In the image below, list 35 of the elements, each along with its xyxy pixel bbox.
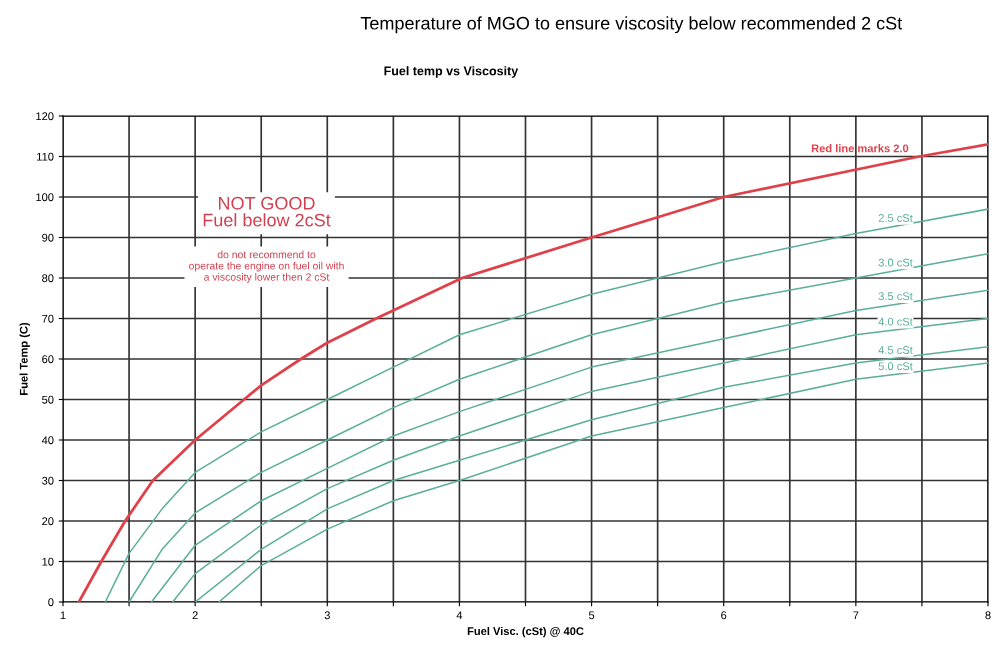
- y-tick-label: 70: [42, 314, 54, 323]
- y-tick-label: 30: [42, 476, 54, 485]
- y-tick-label: 90: [42, 233, 54, 242]
- series-label: 4.5 cSt: [878, 346, 913, 354]
- x-tick-label: 3: [324, 611, 330, 620]
- x-tick-label: 7: [853, 611, 859, 620]
- x-tick-label: 2: [192, 611, 198, 620]
- series-label: 5.0 cSt: [878, 362, 913, 371]
- x-tick-label: 8: [985, 611, 991, 620]
- x-tick-label: 5: [588, 611, 595, 620]
- x-tick-label: 6: [721, 611, 727, 620]
- chart-title: Temperature of MGO to ensure viscosity below recommended 2 cSt: [360, 16, 903, 34]
- x-axis-title: Fuel Visc. (cSt) @ 40C: [467, 626, 584, 638]
- x-tick-label: 1: [60, 611, 66, 620]
- y-tick-label: 50: [42, 395, 54, 404]
- y-tick-label: 110: [37, 152, 54, 161]
- series-label: 3.5 cSt: [878, 292, 913, 301]
- annotation: do not recommend to operate the engine on fuel oil with a viscosity lower then 2 cSt: [189, 250, 344, 283]
- series-label: Red line marks 2.0: [811, 144, 909, 153]
- y-tick-label: 100: [36, 193, 54, 202]
- y-axis-title: Fuel Temp (C): [19, 322, 30, 395]
- series-label: 4.0 cSt: [878, 317, 913, 326]
- y-tick-label: 80: [42, 274, 54, 283]
- series-label: 2.5 cSt: [878, 214, 913, 222]
- chart-subtitle: Fuel temp vs Viscosity: [384, 66, 519, 78]
- series-label: 3.0 cSt: [878, 258, 913, 267]
- x-tick-label: 4: [456, 611, 463, 620]
- y-tick-label: 40: [41, 436, 54, 445]
- y-tick-label: 120: [36, 112, 54, 121]
- annotation: NOT GOOD Fuel below 2cSt: [203, 196, 331, 227]
- y-tick-label: 0: [48, 598, 54, 607]
- y-tick-label: 60: [42, 355, 54, 364]
- line-series: [77, 142, 988, 602]
- y-tick-label: 20: [42, 517, 54, 526]
- y-tick-label: 10: [42, 557, 54, 566]
